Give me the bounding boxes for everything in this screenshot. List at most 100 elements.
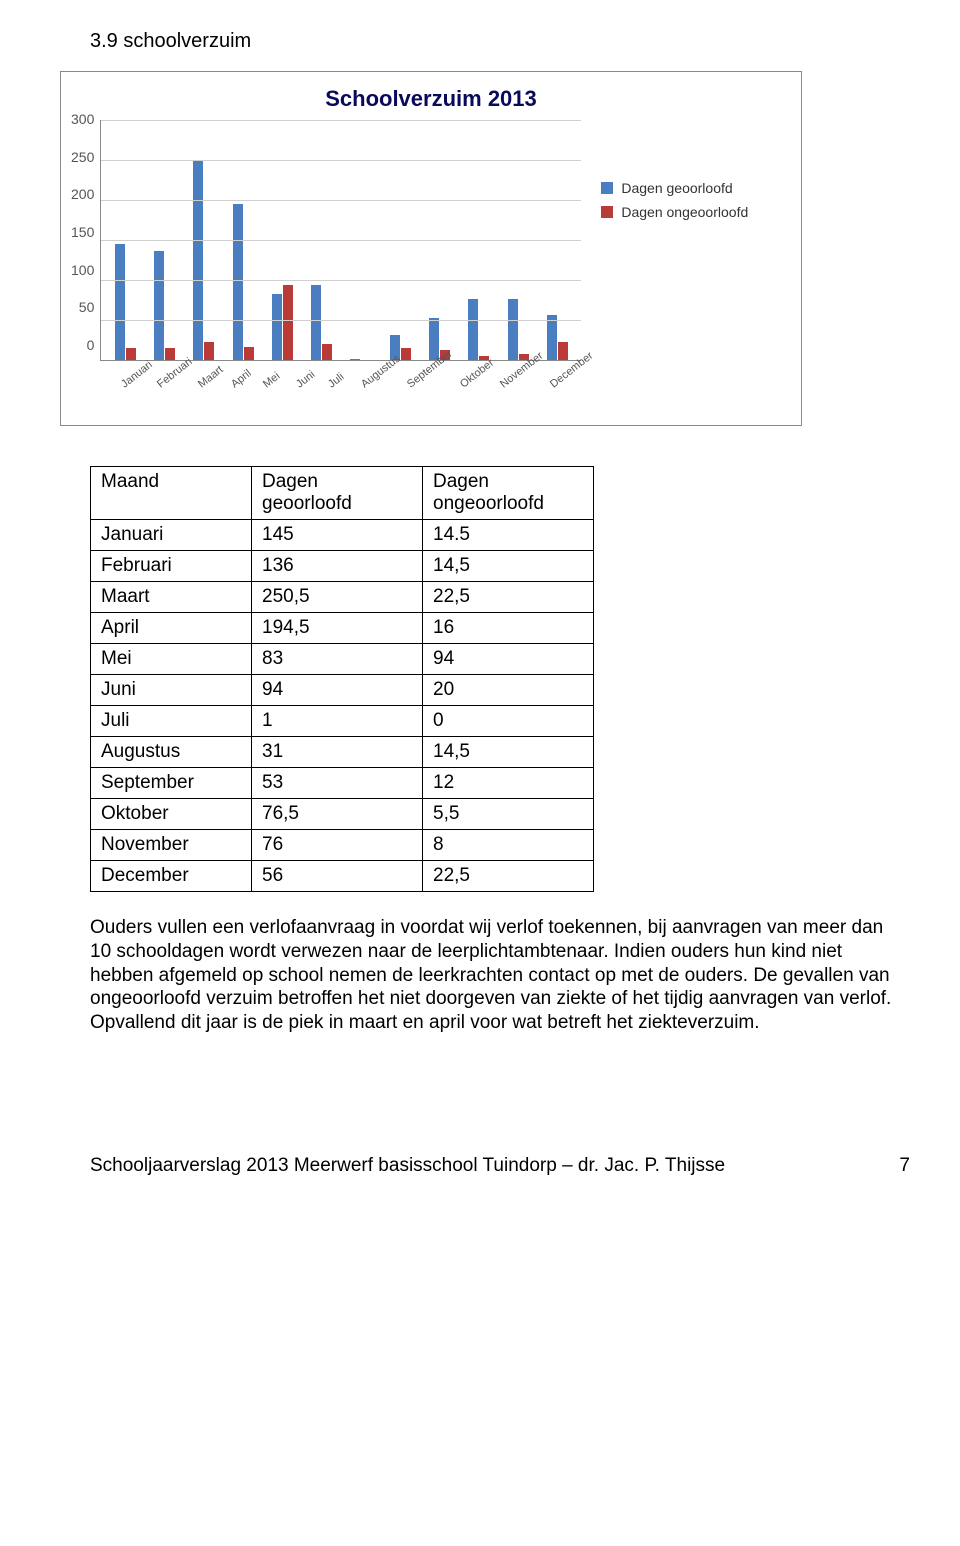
gridline bbox=[101, 160, 581, 161]
table-row: December5622,5 bbox=[91, 861, 594, 892]
data-table: Maand Dagen geoorloofd Dagen ongeoorloof… bbox=[90, 466, 594, 892]
table-cell: 1 bbox=[252, 706, 423, 737]
bar bbox=[165, 348, 175, 360]
section-title: 3.9 schoolverzuim bbox=[90, 30, 900, 53]
y-tick-label: 200 bbox=[71, 187, 94, 201]
table-row: September5312 bbox=[91, 768, 594, 799]
gridline bbox=[101, 280, 581, 281]
chart-title: Schoolverzuim 2013 bbox=[71, 86, 791, 112]
footer-left: Schooljaarverslag 2013 Meerwerf basissch… bbox=[90, 1155, 725, 1177]
chart-y-axis: 300 250 200 150 100 50 0 bbox=[71, 112, 100, 352]
gridline bbox=[101, 200, 581, 201]
bar bbox=[322, 344, 332, 360]
table-cell: 12 bbox=[423, 768, 594, 799]
y-tick-label: 300 bbox=[71, 112, 94, 126]
legend-swatch bbox=[601, 206, 613, 218]
page-number: 7 bbox=[899, 1155, 910, 1177]
table-cell: Januari bbox=[91, 520, 252, 551]
table-row: Januari14514.5 bbox=[91, 520, 594, 551]
y-tick-label: 0 bbox=[87, 338, 95, 352]
table-cell: Juli bbox=[91, 706, 252, 737]
chart-plot-area bbox=[100, 120, 581, 361]
table-row: Mei8394 bbox=[91, 644, 594, 675]
y-tick-label: 50 bbox=[79, 300, 95, 314]
bar bbox=[272, 294, 282, 360]
table-cell: 31 bbox=[252, 737, 423, 768]
table-cell: 22,5 bbox=[423, 582, 594, 613]
table-cell: December bbox=[91, 861, 252, 892]
table-cell: 56 bbox=[252, 861, 423, 892]
chart-container: Schoolverzuim 2013 300 250 200 150 100 50 0 Da… bbox=[60, 71, 802, 426]
table-cell: Mei bbox=[91, 644, 252, 675]
legend-swatch bbox=[601, 182, 613, 194]
table-row: Juni9420 bbox=[91, 675, 594, 706]
table-row: April194,516 bbox=[91, 613, 594, 644]
table-row: Februari13614,5 bbox=[91, 551, 594, 582]
table-cell: 76,5 bbox=[252, 799, 423, 830]
y-tick-label: 100 bbox=[71, 263, 94, 277]
table-cell: 94 bbox=[423, 644, 594, 675]
table-cell: Augustus bbox=[91, 737, 252, 768]
table-cell: 194,5 bbox=[252, 613, 423, 644]
table-header: Dagen geoorloofd bbox=[252, 467, 423, 520]
bar bbox=[115, 244, 125, 360]
page-footer: Schooljaarverslag 2013 Meerwerf basissch… bbox=[90, 1155, 910, 1177]
table-cell: 53 bbox=[252, 768, 423, 799]
table-cell: 83 bbox=[252, 644, 423, 675]
table-cell: November bbox=[91, 830, 252, 861]
table-row: Maart250,522,5 bbox=[91, 582, 594, 613]
y-tick-label: 150 bbox=[71, 225, 94, 239]
bar bbox=[508, 299, 518, 360]
legend-item: Dagen geoorloofd bbox=[601, 180, 748, 196]
bar bbox=[233, 204, 243, 360]
bar bbox=[244, 347, 254, 360]
bar bbox=[401, 348, 411, 360]
table-cell: 14,5 bbox=[423, 737, 594, 768]
table-header: Maand bbox=[91, 467, 252, 520]
bar bbox=[350, 359, 360, 360]
table-cell: 76 bbox=[252, 830, 423, 861]
legend-label: Dagen geoorloofd bbox=[621, 180, 732, 196]
table-cell: 16 bbox=[423, 613, 594, 644]
gridline bbox=[101, 120, 581, 121]
table-row: Augustus3114,5 bbox=[91, 737, 594, 768]
table-cell: 22,5 bbox=[423, 861, 594, 892]
table-cell: April bbox=[91, 613, 252, 644]
table-cell: 94 bbox=[252, 675, 423, 706]
table-header: Dagen ongeoorloofd bbox=[423, 467, 594, 520]
bar bbox=[547, 315, 557, 360]
body-paragraph: Ouders vullen een verlofaanvraag in voor… bbox=[90, 916, 900, 1035]
bar bbox=[154, 251, 164, 360]
table-cell: 5,5 bbox=[423, 799, 594, 830]
table-cell: Juni bbox=[91, 675, 252, 706]
gridline bbox=[101, 320, 581, 321]
y-tick-label: 250 bbox=[71, 150, 94, 164]
table-cell: 14.5 bbox=[423, 520, 594, 551]
legend-label: Dagen ongeoorloofd bbox=[621, 204, 748, 220]
legend-item: Dagen ongeoorloofd bbox=[601, 204, 748, 220]
table-row: Juli10 bbox=[91, 706, 594, 737]
table-cell: 145 bbox=[252, 520, 423, 551]
bar bbox=[558, 342, 568, 360]
table-cell: Februari bbox=[91, 551, 252, 582]
table-cell: 20 bbox=[423, 675, 594, 706]
gridline bbox=[101, 240, 581, 241]
table-cell: 136 bbox=[252, 551, 423, 582]
table-cell: 250,5 bbox=[252, 582, 423, 613]
chart-legend: Dagen geoorloofd Dagen ongeoorloofd bbox=[601, 180, 748, 361]
chart-x-axis: JanuariFebruariMaartAprilMeiJuniJuliAugu… bbox=[105, 361, 593, 425]
bar bbox=[126, 348, 136, 360]
bar bbox=[311, 285, 321, 360]
table-cell: 8 bbox=[423, 830, 594, 861]
bar bbox=[429, 318, 439, 360]
table-row: November768 bbox=[91, 830, 594, 861]
bar bbox=[283, 285, 293, 360]
table-cell: September bbox=[91, 768, 252, 799]
table-row: Oktober76,55,5 bbox=[91, 799, 594, 830]
table-cell: Maart bbox=[91, 582, 252, 613]
bar bbox=[468, 299, 478, 360]
bar bbox=[193, 160, 203, 360]
table-cell: 0 bbox=[423, 706, 594, 737]
bar bbox=[204, 342, 214, 360]
table-cell: Oktober bbox=[91, 799, 252, 830]
